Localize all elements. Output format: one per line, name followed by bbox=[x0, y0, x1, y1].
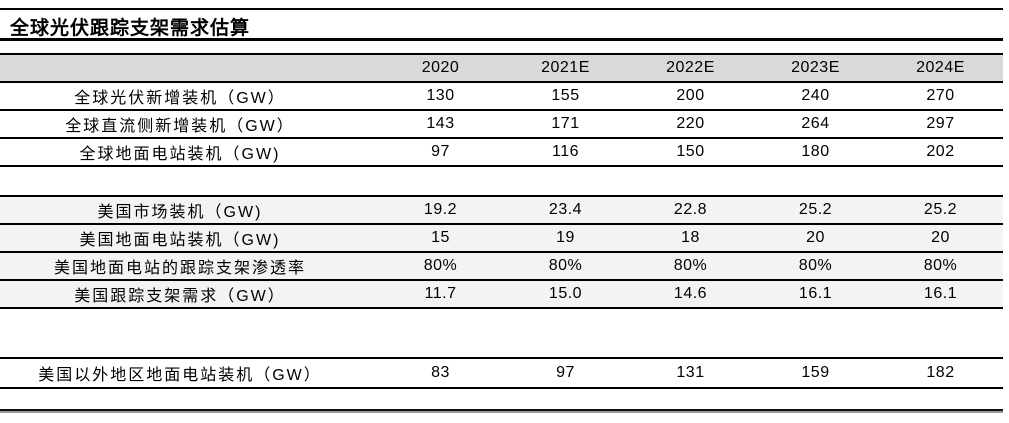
column-header-2022e: 2022E bbox=[666, 59, 715, 76]
table-cell: 131 bbox=[676, 364, 705, 381]
table-cell: 80% bbox=[923, 257, 958, 274]
table-cell: 19.2 bbox=[423, 201, 458, 218]
table-header-row: 2020 2021E 2022E 2023E 2024E bbox=[0, 55, 1003, 83]
table-section: 美国市场装机（GW) 19.2 23.4 22.8 25.2 25.2 美国地面电站装机（G… bbox=[0, 195, 1003, 309]
table-row: 美国地面电站的跟踪支架渗透率 80% 80% 80% 80% 80% bbox=[0, 253, 1003, 281]
table-row: 美国以外地区地面电站装机（GW） 83 97 131 159 182 bbox=[0, 359, 1003, 389]
table-cell: 20 bbox=[931, 229, 950, 246]
table-row: 全球光伏新增装机（GW） 130 155 200 240 270 bbox=[0, 83, 1003, 111]
table-cell: 143 bbox=[426, 115, 455, 132]
table-cell: 155 bbox=[551, 87, 580, 104]
table-row: 美国市场装机（GW) 19.2 23.4 22.8 25.2 25.2 bbox=[0, 197, 1003, 225]
row-label: 美国跟踪支架需求（GW） bbox=[74, 288, 286, 305]
row-label: 美国地面电站装机（GW) bbox=[79, 232, 281, 249]
column-header-2021e: 2021E bbox=[541, 59, 590, 76]
table-cell: 22.8 bbox=[673, 201, 708, 218]
table-cell: 83 bbox=[431, 364, 450, 381]
table-cell: 15 bbox=[431, 229, 450, 246]
table-cell: 171 bbox=[551, 115, 580, 132]
table-cell: 159 bbox=[801, 364, 830, 381]
table-cell: 80% bbox=[423, 257, 458, 274]
table-cell: 80% bbox=[798, 257, 833, 274]
table-cell: 25.2 bbox=[923, 201, 958, 218]
table-cell: 202 bbox=[926, 143, 955, 160]
table-cell: 180 bbox=[801, 143, 830, 160]
table-row: 全球地面电站装机（GW) 97 116 150 180 202 bbox=[0, 139, 1003, 167]
column-header-2020: 2020 bbox=[421, 59, 460, 76]
table-cell: 16.1 bbox=[923, 285, 958, 302]
table-cell: 80% bbox=[548, 257, 583, 274]
table-cell: 240 bbox=[801, 87, 830, 104]
demand-estimate-table: 2020 2021E 2022E 2023E 2024E 全球光伏新增装机（GW… bbox=[0, 53, 1003, 389]
row-label: 美国以外地区地面电站装机（GW） bbox=[38, 367, 322, 384]
table-cell: 23.4 bbox=[548, 201, 583, 218]
row-label: 美国市场装机（GW) bbox=[97, 204, 263, 221]
table-cell: 116 bbox=[551, 143, 579, 160]
table-cell: 19 bbox=[556, 229, 575, 246]
table-cell: 220 bbox=[676, 115, 705, 132]
table-cell: 200 bbox=[676, 87, 705, 104]
table-cell: 182 bbox=[926, 364, 955, 381]
row-label: 全球直流侧新增装机（GW） bbox=[65, 118, 295, 135]
table-cell: 11.7 bbox=[424, 285, 457, 302]
table-section: 全球光伏新增装机（GW） 130 155 200 240 270 全球直流侧新增装机（GW）… bbox=[0, 83, 1003, 167]
table-row: 全球直流侧新增装机（GW） 143 171 220 264 297 bbox=[0, 111, 1003, 139]
table-cell: 15.0 bbox=[548, 285, 583, 302]
section-spacer bbox=[0, 167, 1003, 195]
table-cell: 150 bbox=[676, 143, 705, 160]
title-rule bbox=[0, 38, 1003, 41]
table-cell: 97 bbox=[556, 364, 575, 381]
section-spacer bbox=[0, 309, 1003, 357]
table-cell: 297 bbox=[926, 115, 955, 132]
table-cell: 18 bbox=[681, 229, 700, 246]
table-section: 美国以外地区地面电站装机（GW） 83 97 131 159 182 bbox=[0, 357, 1003, 389]
table-cell: 14.6 bbox=[673, 285, 708, 302]
table-cell: 130 bbox=[426, 87, 455, 104]
table-body: 全球光伏新增装机（GW） 130 155 200 240 270 全球直流侧新增装机（GW）… bbox=[0, 83, 1003, 389]
bottom-rule bbox=[0, 409, 1003, 413]
table-cell: 25.2 bbox=[798, 201, 833, 218]
table-row: 美国跟踪支架需求（GW） 11.7 15.0 14.6 16.1 16.1 bbox=[0, 281, 1003, 309]
table-cell: 264 bbox=[801, 115, 830, 132]
table-cell: 16.1 bbox=[798, 285, 833, 302]
table-cell: 80% bbox=[673, 257, 708, 274]
table-cell: 270 bbox=[926, 87, 955, 104]
page-title: 全球光伏跟踪支架需求估算 bbox=[10, 18, 251, 39]
row-label: 全球地面电站装机（GW) bbox=[79, 146, 281, 163]
top-rule bbox=[0, 8, 1003, 10]
table-row: 美国地面电站装机（GW) 15 19 18 20 20 bbox=[0, 225, 1003, 253]
table-cell: 97 bbox=[431, 143, 450, 160]
column-header-2023e: 2023E bbox=[791, 59, 840, 76]
table-cell: 20 bbox=[806, 229, 825, 246]
row-label: 美国地面电站的跟踪支架渗透率 bbox=[53, 260, 306, 277]
row-label: 全球光伏新增装机（GW） bbox=[74, 90, 286, 107]
column-header-2024e: 2024E bbox=[916, 59, 965, 76]
